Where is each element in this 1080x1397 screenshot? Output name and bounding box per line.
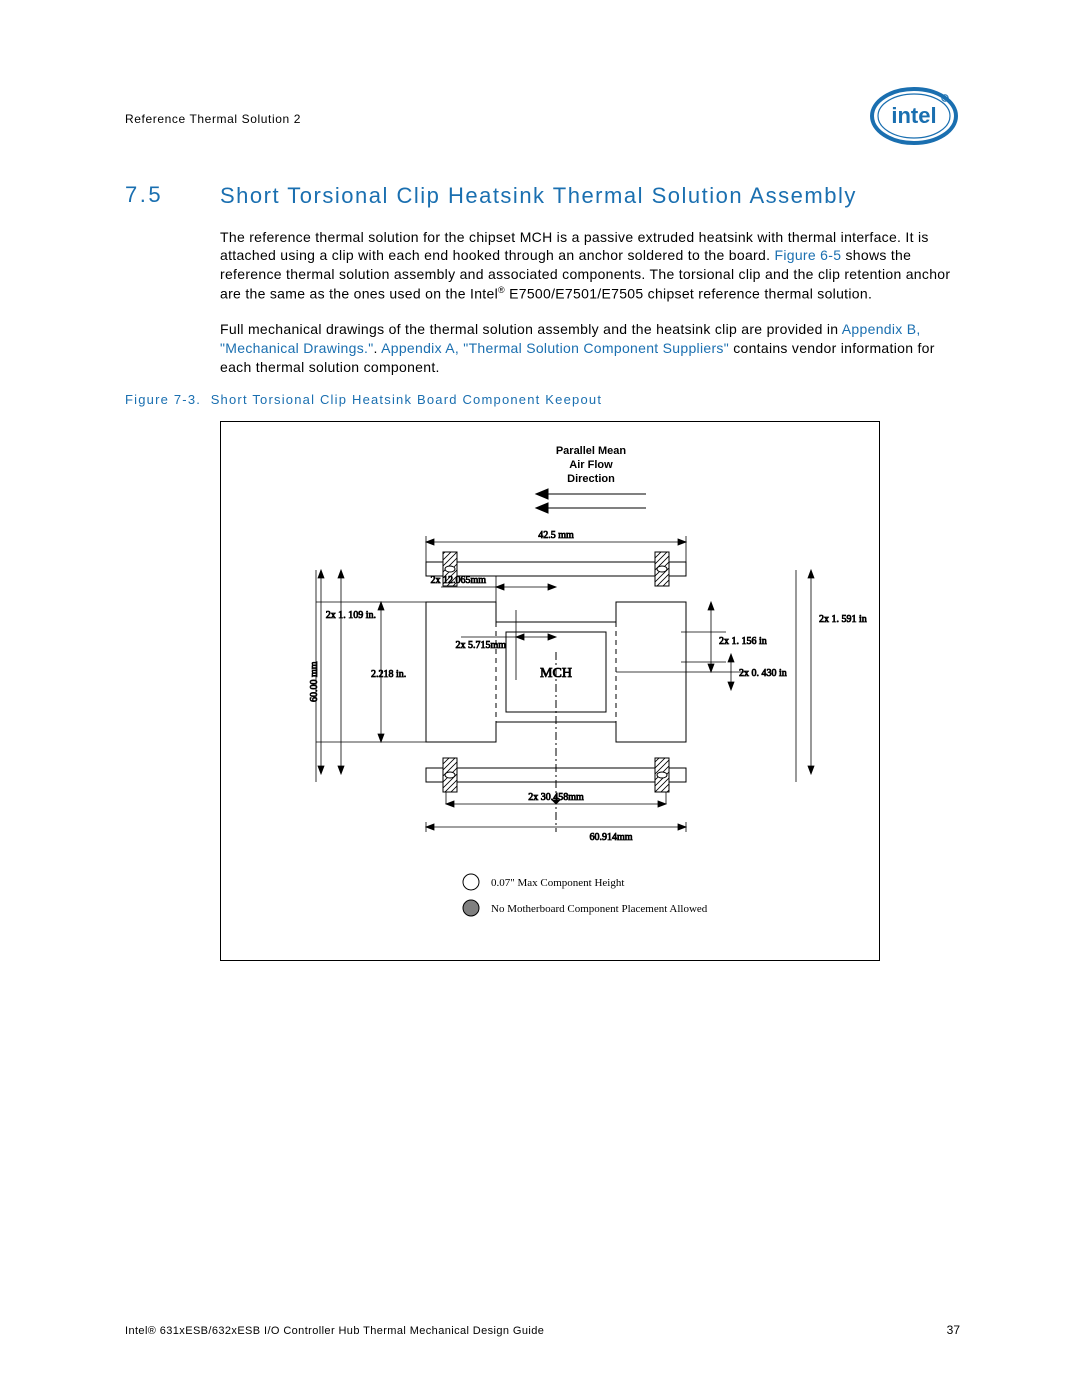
p2-text-a: Full mechanical drawings of the thermal …	[220, 321, 842, 337]
legend-marker-open	[463, 874, 479, 890]
dim-60-00: 60.00 mm	[309, 662, 320, 703]
dim-12-065: 2x 12.065mm	[430, 575, 486, 586]
figure-6-5-link[interactable]: Figure 6-5	[774, 247, 841, 263]
page: Reference Thermal Solution 2 intel R 7.5…	[0, 0, 1080, 1397]
svg-text:intel: intel	[891, 103, 936, 128]
airflow-arrows	[536, 489, 646, 513]
p2-text-b: .	[373, 340, 381, 356]
figure-title: Short Torsional Clip Heatsink Board Comp…	[211, 392, 602, 407]
intel-logo: intel R	[868, 85, 960, 152]
dim-0-430: 2x 0. 430 in	[739, 668, 787, 679]
paragraph-1: The reference thermal solution for the c…	[220, 228, 960, 304]
page-number: 37	[947, 1323, 960, 1337]
section-number: 7.5	[125, 182, 220, 208]
figure-caption: Figure 7-3. Short Torsional Clip Heatsin…	[125, 392, 960, 407]
running-head: Reference Thermal Solution 2	[125, 112, 301, 126]
airflow-line2: Air Flow	[569, 459, 613, 471]
dim-60-914: 60.914mm	[589, 832, 632, 843]
dimension-lines: 42.5 mm 2x 12.065mm 2x 1. 109 in. 2x 5.7…	[309, 530, 867, 843]
dim-5-715: 2x 5.715mm	[455, 640, 506, 651]
page-footer: Intel® 631xESB/632xESB I/O Controller Hu…	[125, 1323, 960, 1337]
keepout-diagram: Parallel Mean Air Flow Direction	[221, 422, 879, 960]
section-heading: 7.5 Short Torsional Clip Heatsink Therma…	[125, 182, 960, 210]
dim-42-5: 42.5 mm	[538, 530, 574, 541]
mch-label: MCH	[540, 666, 572, 681]
appendix-a-link[interactable]: Appendix A, "Thermal Solution Component …	[381, 340, 729, 356]
legend-text-2: No Motherboard Component Placement Allow…	[491, 903, 708, 915]
figure-legend: 0.07" Max Component Height No Motherboar…	[463, 874, 708, 916]
figure-label: Figure 7-3.	[125, 392, 201, 407]
figure-7-3: Parallel Mean Air Flow Direction	[220, 421, 880, 961]
legend-marker-solid	[463, 900, 479, 916]
dim-1-109: 2x 1. 109 in.	[326, 610, 376, 621]
airflow-line1: Parallel Mean	[556, 445, 627, 457]
airflow-line3: Direction	[567, 473, 615, 485]
dim-1-156: 2x 1. 156 in	[719, 636, 767, 647]
dim-1-591: 2x 1. 591 in	[819, 614, 867, 625]
p1-text-c: E7500/E7501/E7505 chipset reference ther…	[505, 286, 872, 302]
section-title: Short Torsional Clip Heatsink Thermal So…	[220, 182, 857, 210]
page-header: Reference Thermal Solution 2 intel R	[125, 85, 960, 152]
legend-text-1: 0.07" Max Component Height	[491, 877, 624, 889]
paragraph-2: Full mechanical drawings of the thermal …	[220, 320, 960, 377]
dim-2-218: 2.218 in.	[371, 669, 406, 680]
footer-title: Intel® 631xESB/632xESB I/O Controller Hu…	[125, 1325, 544, 1337]
registered-mark: ®	[498, 285, 505, 295]
